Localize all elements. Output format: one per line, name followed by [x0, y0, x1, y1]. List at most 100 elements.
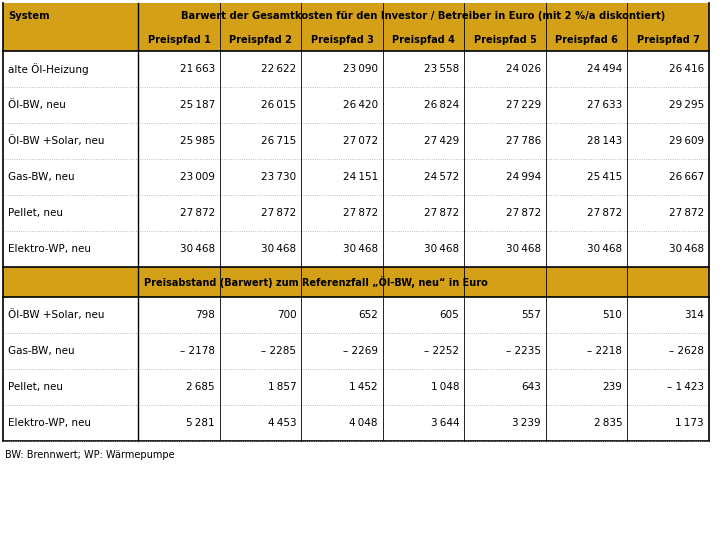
Text: 22 622: 22 622: [261, 64, 296, 74]
Text: 1 048: 1 048: [431, 382, 460, 392]
Text: 557: 557: [521, 310, 541, 320]
Bar: [3, 51, 138, 87]
Text: 30 468: 30 468: [669, 244, 704, 254]
Text: – 2252: – 2252: [425, 346, 460, 356]
Bar: [138, 87, 220, 123]
Bar: [301, 51, 383, 87]
Text: 24 151: 24 151: [343, 172, 378, 182]
Bar: [3, 29, 138, 51]
Text: 24 572: 24 572: [424, 172, 460, 182]
Bar: [138, 297, 220, 333]
Text: 798: 798: [195, 310, 215, 320]
Bar: [220, 369, 301, 405]
Bar: [138, 3, 709, 29]
Bar: [627, 123, 709, 159]
Text: 27 872: 27 872: [587, 208, 622, 218]
Text: Pellet, neu: Pellet, neu: [8, 382, 63, 392]
Text: 30 468: 30 468: [343, 244, 378, 254]
Text: 21 663: 21 663: [179, 64, 215, 74]
Bar: [138, 159, 220, 195]
Text: 26 667: 26 667: [669, 172, 704, 182]
Text: 239: 239: [603, 382, 622, 392]
Bar: [138, 405, 220, 441]
Bar: [546, 29, 627, 51]
Bar: [3, 369, 138, 405]
Text: 700: 700: [277, 310, 296, 320]
Bar: [301, 297, 383, 333]
Text: 23 730: 23 730: [261, 172, 296, 182]
Text: 26 715: 26 715: [261, 136, 296, 146]
Text: 27 872: 27 872: [179, 208, 215, 218]
Bar: [383, 29, 464, 51]
Text: Preispfad 1: Preispfad 1: [147, 35, 211, 45]
Text: 5 281: 5 281: [186, 418, 215, 428]
Bar: [3, 3, 138, 29]
Bar: [464, 51, 546, 87]
Text: 23 009: 23 009: [180, 172, 215, 182]
Bar: [627, 369, 709, 405]
Text: Öl-BW +Solar, neu: Öl-BW +Solar, neu: [8, 136, 105, 146]
Text: 27 872: 27 872: [261, 208, 296, 218]
Text: 23 558: 23 558: [424, 64, 460, 74]
Text: Preisabstand (Barwert) zum Referenzfall „Öl-BW, neu“ in Euro: Preisabstand (Barwert) zum Referenzfall …: [144, 276, 488, 288]
Bar: [301, 231, 383, 267]
Bar: [546, 333, 627, 369]
Text: 27 872: 27 872: [669, 208, 704, 218]
Text: Preispfad 5: Preispfad 5: [473, 35, 537, 45]
Text: BW: Brennwert; WP: Wärmepumpe: BW: Brennwert; WP: Wärmepumpe: [5, 450, 174, 460]
Text: 27 633: 27 633: [587, 100, 622, 110]
Text: 24 994: 24 994: [505, 172, 541, 182]
Bar: [546, 87, 627, 123]
Bar: [3, 159, 138, 195]
Text: 24 494: 24 494: [587, 64, 622, 74]
Bar: [546, 405, 627, 441]
Text: 1 857: 1 857: [268, 382, 296, 392]
Bar: [464, 87, 546, 123]
Text: 2 685: 2 685: [186, 382, 215, 392]
Text: Öl-BW +Solar, neu: Öl-BW +Solar, neu: [8, 310, 105, 320]
Text: 23 090: 23 090: [343, 64, 378, 74]
Text: 30 468: 30 468: [424, 244, 460, 254]
Bar: [546, 369, 627, 405]
Text: 2 835: 2 835: [594, 418, 622, 428]
Text: 29 295: 29 295: [669, 100, 704, 110]
Text: Elektro-WP, neu: Elektro-WP, neu: [8, 244, 91, 254]
Bar: [301, 405, 383, 441]
Text: 26 416: 26 416: [669, 64, 704, 74]
Text: 26 015: 26 015: [261, 100, 296, 110]
Bar: [546, 297, 627, 333]
Text: – 2178: – 2178: [180, 346, 215, 356]
Bar: [627, 231, 709, 267]
Text: 26 824: 26 824: [424, 100, 460, 110]
Bar: [220, 87, 301, 123]
Text: – 2235: – 2235: [506, 346, 541, 356]
Text: Gas-BW, neu: Gas-BW, neu: [8, 346, 75, 356]
Text: 643: 643: [521, 382, 541, 392]
Text: 27 786: 27 786: [505, 136, 541, 146]
Text: 25 187: 25 187: [179, 100, 215, 110]
Text: 652: 652: [358, 310, 378, 320]
Bar: [3, 195, 138, 231]
Text: 30 468: 30 468: [587, 244, 622, 254]
Text: Preispfad 3: Preispfad 3: [311, 35, 373, 45]
Bar: [138, 333, 220, 369]
Text: 605: 605: [440, 310, 460, 320]
Bar: [383, 51, 464, 87]
Bar: [3, 231, 138, 267]
Text: 510: 510: [603, 310, 622, 320]
Bar: [220, 159, 301, 195]
Text: 30 468: 30 468: [261, 244, 296, 254]
Text: Elektro-WP, neu: Elektro-WP, neu: [8, 418, 91, 428]
Text: System: System: [8, 11, 49, 21]
Bar: [627, 51, 709, 87]
Text: Öl-BW, neu: Öl-BW, neu: [8, 100, 66, 110]
Text: Preispfad 6: Preispfad 6: [555, 35, 618, 45]
Bar: [220, 123, 301, 159]
Text: – 2628: – 2628: [669, 346, 704, 356]
Bar: [3, 297, 138, 333]
Bar: [383, 159, 464, 195]
Bar: [383, 405, 464, 441]
Bar: [383, 87, 464, 123]
Text: 3 644: 3 644: [431, 418, 460, 428]
Bar: [301, 369, 383, 405]
